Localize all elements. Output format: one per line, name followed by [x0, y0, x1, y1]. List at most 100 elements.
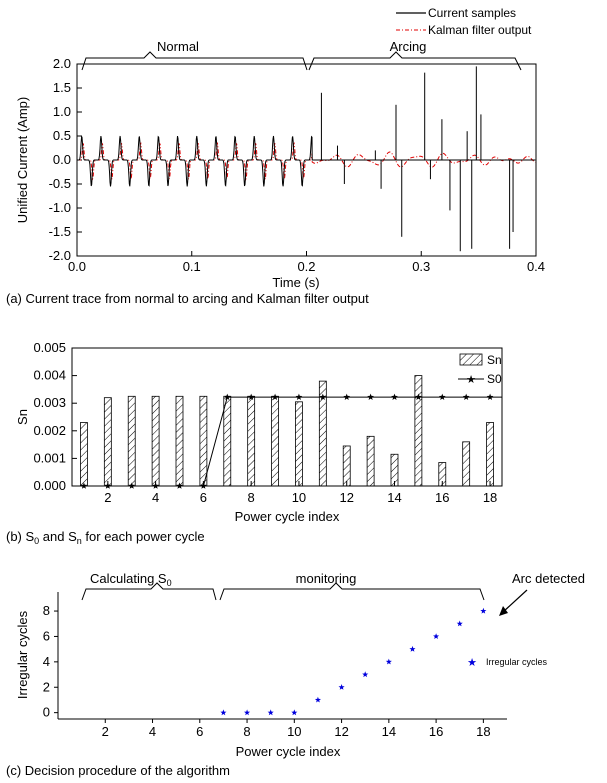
sn-bar [342, 445, 351, 487]
calculating-region-label: Calculating S0 [90, 571, 172, 588]
s0-marker [415, 393, 422, 400]
x-tick-label: 18 [483, 490, 497, 505]
s0-marker [486, 393, 494, 400]
sn-bars [80, 375, 494, 487]
sn-bar [414, 375, 423, 487]
sn-bar [223, 395, 232, 487]
legend-current-label: Current samples [428, 6, 516, 20]
y-tick-label: 0.005 [33, 340, 66, 355]
arcing-region-label: Arcing [390, 39, 427, 54]
s0-series-markers [80, 393, 494, 489]
irregular-cycle-point [385, 658, 392, 665]
chart-a-ylabel: Unified Current (Amp) [15, 97, 30, 223]
x-tick-label: 18 [476, 724, 490, 739]
irregular-cycle-point [362, 671, 369, 678]
legend-s0-star: ★ [466, 374, 476, 386]
sn-bar [151, 395, 160, 487]
irregular-cycle-point [267, 709, 274, 716]
s0-marker [200, 482, 207, 489]
chart-c-legend: ★ Irregular cycles [467, 657, 547, 669]
y-tick-label: 2.0 [53, 56, 71, 71]
s0-marker [223, 393, 231, 400]
y-tick-label: 2 [43, 679, 50, 694]
x-tick-label: 0.3 [412, 259, 430, 274]
y-tick-label: 0.5 [53, 128, 71, 143]
y-tick-label: 0.000 [33, 478, 66, 493]
arcing-region-brace [308, 51, 522, 71]
x-tick-label: 2 [102, 724, 109, 739]
s0-marker [391, 393, 398, 400]
y-tick-label: 0.002 [33, 423, 66, 438]
monitoring-region-brace [219, 582, 485, 601]
legend-irregular-label: Irregular cycles [486, 657, 548, 667]
sn-bar [175, 395, 184, 487]
chart-a-x-ticks: 0.0 0.1 0.2 0.3 0.4 [68, 251, 545, 274]
chart-a-legend: Current samples Kalman filter output [396, 6, 532, 37]
arcing-spikes [320, 66, 514, 252]
sn-bar [271, 395, 279, 487]
x-tick-label: 16 [429, 724, 443, 739]
x-tick-label: 12 [334, 724, 348, 739]
y-tick-label: 0 [43, 705, 50, 720]
y-tick-label: 0.0 [53, 152, 71, 167]
irregular-cycle-point [244, 709, 251, 716]
sn-bar [438, 462, 447, 487]
s0-marker [343, 393, 351, 400]
sn-bar [127, 395, 136, 487]
y-tick-label: -1.0 [49, 200, 71, 215]
chart-b-frame [71, 347, 503, 487]
normal-region-label: Normal [157, 39, 199, 54]
sn-bar [462, 441, 471, 487]
x-tick-label: 12 [339, 490, 353, 505]
s0-marker [295, 393, 303, 400]
y-tick-label: -0.5 [49, 176, 71, 191]
sn-bar [80, 422, 88, 487]
legend-sn-swatch [459, 353, 483, 366]
s0-marker [462, 393, 470, 400]
y-tick-label: 1.5 [53, 80, 71, 95]
irregular-cycle-point [338, 684, 345, 690]
sn-bar [199, 395, 208, 487]
x-tick-label: 8 [248, 490, 255, 505]
normal-region-brace [81, 51, 308, 71]
current-samples-series [77, 135, 536, 187]
y-tick-label: -2.0 [49, 248, 71, 263]
y-tick-label: 0.004 [33, 368, 66, 383]
x-tick-label: 0.0 [68, 259, 86, 274]
sn-bar [247, 395, 256, 487]
chart-b-xlabel: Power cycle index [235, 509, 340, 524]
x-tick-label: 4 [149, 724, 156, 739]
x-tick-label: 10 [292, 490, 306, 505]
y-tick-label: -1.5 [49, 224, 71, 239]
monitoring-region-label: monitoring [296, 571, 357, 586]
chart-a-y-ticks: -2.0 -1.5 -1.0 -0.5 0.0 0.5 1.0 1.5 2.0 [49, 56, 82, 263]
x-tick-label: 8 [243, 724, 250, 739]
chart-c-xlabel: Power cycle index [236, 744, 341, 759]
chart-b: 0.000 0.001 0.002 0.003 0.004 0.005 2 4 6 8 10 12 1… [6, 340, 503, 546]
irregular-cycle-point [291, 709, 298, 716]
s0-marker [367, 393, 374, 400]
irregular-cycle-point [220, 709, 227, 716]
s0-marker [438, 393, 446, 400]
irregular-cycle-point [433, 633, 440, 639]
irregular-cycle-point [480, 607, 487, 614]
sn-bar [366, 435, 375, 487]
x-tick-label: 10 [287, 724, 301, 739]
s0-marker [104, 482, 112, 489]
s0-marker [176, 482, 183, 489]
x-tick-label: 0.1 [183, 259, 201, 274]
sn-bar [103, 397, 112, 487]
s0-marker [271, 393, 279, 400]
arc-detected-arrowhead [499, 606, 508, 616]
calculating-region-brace [81, 582, 217, 601]
sn-bar [486, 422, 494, 487]
chart-c-ylabel: Irregular cycles [15, 610, 30, 699]
sn-bar [295, 401, 303, 487]
y-tick-label: 8 [43, 603, 50, 618]
x-tick-label: 14 [382, 724, 396, 739]
y-tick-label: 0.001 [33, 450, 66, 465]
legend-sn-label: Sn [487, 353, 502, 367]
x-tick-label: 2 [104, 490, 111, 505]
legend-s0-label: S0 [487, 372, 502, 386]
